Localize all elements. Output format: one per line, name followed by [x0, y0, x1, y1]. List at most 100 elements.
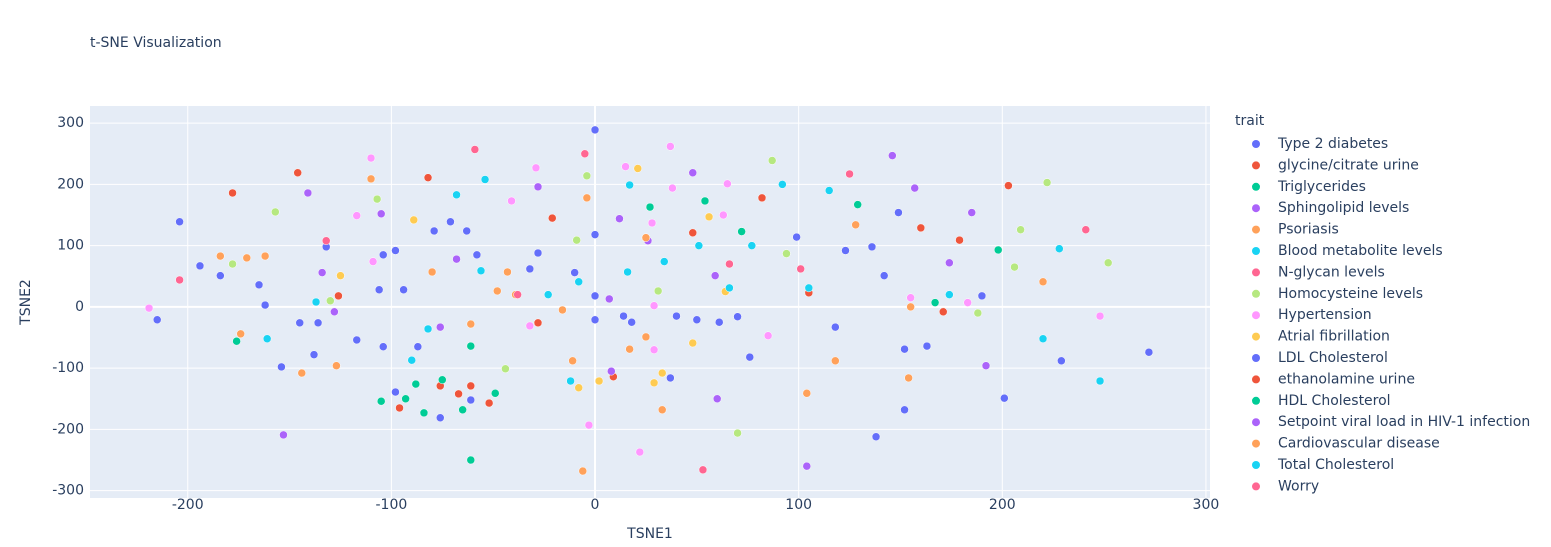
- data-point: [792, 232, 801, 242]
- legend-marker[interactable]: [1252, 204, 1260, 213]
- x-tick-label: -200: [172, 497, 204, 513]
- chart-title: t-SNE Visualization: [90, 35, 222, 51]
- legend-label[interactable]: ethanolamine urine: [1278, 371, 1415, 387]
- data-point: [660, 257, 669, 266]
- data-point: [930, 298, 940, 307]
- legend-marker[interactable]: [1252, 332, 1260, 341]
- data-point: [175, 217, 184, 227]
- data-point: [175, 275, 184, 285]
- data-point: [853, 200, 862, 209]
- legend-marker[interactable]: [1252, 140, 1260, 148]
- data-point: [232, 336, 241, 346]
- legend-label[interactable]: Atrial fibrillation: [1278, 329, 1390, 345]
- legend-label[interactable]: Cardiovascular disease: [1278, 436, 1440, 452]
- data-point: [228, 259, 237, 269]
- data-point: [871, 432, 881, 441]
- data-point: [352, 211, 362, 220]
- data-point: [641, 332, 651, 342]
- legend-marker[interactable]: [1252, 439, 1260, 448]
- data-point: [625, 344, 634, 354]
- data-point: [945, 290, 954, 299]
- data-point: [1000, 393, 1009, 403]
- legend-label[interactable]: Setpoint viral load in HIV-1 infection: [1278, 414, 1530, 430]
- legend-marker[interactable]: [1252, 182, 1260, 191]
- data-point: [653, 286, 663, 296]
- data-point: [635, 447, 645, 457]
- legend-label[interactable]: Total Cholesterol: [1277, 457, 1394, 473]
- data-point: [802, 389, 812, 398]
- data-point: [757, 193, 767, 203]
- data-point: [590, 291, 600, 301]
- legend-label[interactable]: glycine/citrate urine: [1278, 157, 1419, 173]
- legend-marker[interactable]: [1252, 289, 1260, 298]
- legend-marker[interactable]: [1252, 461, 1260, 469]
- data-point: [533, 182, 543, 192]
- legend-title: trait: [1235, 113, 1265, 129]
- data-point: [407, 355, 416, 365]
- data-point: [649, 378, 659, 388]
- legend-marker[interactable]: [1252, 354, 1260, 362]
- data-point: [493, 286, 502, 296]
- data-point: [533, 248, 543, 258]
- legend-label[interactable]: Blood metabolite levels: [1278, 243, 1443, 259]
- data-point: [476, 266, 486, 276]
- data-point: [733, 428, 742, 438]
- legend-label[interactable]: N-glycan levels: [1278, 264, 1385, 280]
- legend-marker[interactable]: [1252, 161, 1260, 170]
- data-point: [401, 394, 410, 404]
- legend-label[interactable]: Sphingolipid levels: [1278, 200, 1409, 216]
- data-point: [1004, 181, 1013, 190]
- data-point: [372, 194, 382, 204]
- data-point: [334, 291, 343, 301]
- plot-area: [90, 106, 1210, 498]
- legend-marker[interactable]: [1252, 375, 1260, 384]
- data-point: [1144, 347, 1154, 357]
- data-point: [692, 315, 702, 325]
- data-point: [698, 465, 708, 475]
- data-point: [525, 321, 535, 331]
- data-point: [558, 305, 567, 315]
- legend-marker[interactable]: [1252, 418, 1260, 427]
- data-point: [977, 291, 987, 301]
- data-point: [1103, 258, 1113, 268]
- data-point: [1081, 225, 1091, 234]
- data-point: [462, 226, 471, 236]
- data-point: [260, 300, 270, 310]
- legend-label[interactable]: LDL Cholesterol: [1278, 350, 1388, 366]
- legend-marker[interactable]: [1252, 225, 1260, 234]
- data-point: [714, 317, 724, 327]
- legend-label[interactable]: Psoriasis: [1278, 222, 1339, 238]
- data-point: [507, 196, 516, 206]
- legend-label[interactable]: Hypertension: [1278, 307, 1372, 323]
- legend-marker[interactable]: [1252, 396, 1260, 405]
- legend-label[interactable]: HDL Cholesterol: [1278, 393, 1391, 409]
- data-point: [472, 250, 482, 260]
- data-point: [645, 202, 655, 212]
- data-point: [378, 250, 388, 260]
- y-tick-label: -300: [52, 483, 84, 499]
- x-tick-label: 200: [989, 497, 1016, 513]
- data-point: [195, 261, 205, 271]
- legend-marker[interactable]: [1252, 247, 1260, 255]
- data-point: [452, 190, 461, 200]
- data-point: [672, 311, 681, 321]
- legend-label[interactable]: Triglycerides: [1277, 179, 1366, 195]
- legend-marker[interactable]: [1252, 268, 1260, 277]
- data-point: [466, 395, 476, 405]
- data-point: [366, 153, 376, 163]
- legend-marker[interactable]: [1252, 311, 1260, 320]
- data-point: [619, 311, 628, 321]
- data-point: [262, 334, 272, 343]
- data-point: [688, 168, 698, 178]
- legend-label[interactable]: Homocysteine levels: [1278, 286, 1423, 302]
- data-point: [152, 315, 162, 325]
- legend-label[interactable]: Worry: [1278, 478, 1319, 494]
- data-point: [1095, 376, 1105, 386]
- data-point: [1095, 311, 1105, 321]
- data-point: [531, 163, 541, 173]
- legend-label[interactable]: Type 2 diabetes: [1277, 136, 1388, 152]
- data-point: [841, 246, 850, 255]
- data-point: [391, 387, 400, 397]
- legend-marker[interactable]: [1252, 482, 1260, 491]
